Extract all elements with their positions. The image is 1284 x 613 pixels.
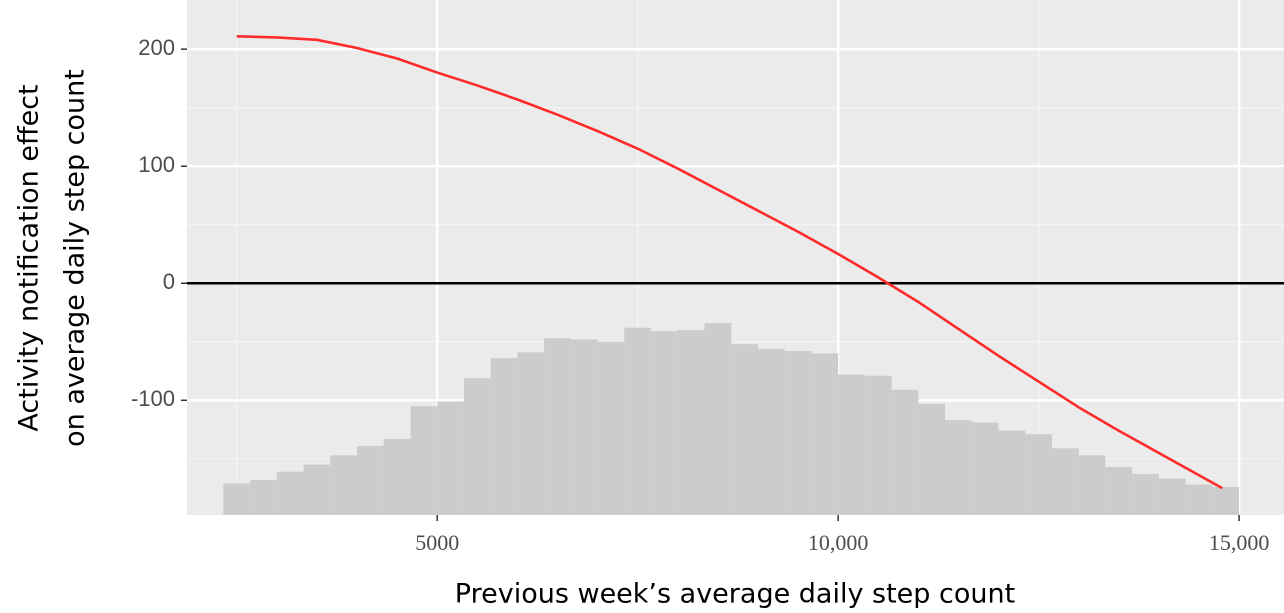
histogram-bar (330, 455, 358, 515)
histogram-bar (838, 374, 865, 515)
histogram-bar (1158, 478, 1186, 515)
histogram-bar (918, 403, 946, 515)
histogram-bar (1212, 486, 1240, 515)
histogram-bar (1185, 484, 1213, 515)
y-axis-label: on average daily step count (60, 69, 91, 447)
y-tick-label: 200 (138, 35, 175, 60)
y-tick-label: 0 (163, 269, 175, 294)
histogram-bar (624, 327, 652, 515)
histogram-bar (570, 339, 598, 515)
line-series (236, 34, 1223, 490)
histogram-bar (784, 351, 812, 515)
histogram-bar (757, 348, 785, 515)
histogram-bar (1078, 455, 1106, 515)
histogram-bar (1025, 434, 1053, 515)
x-axis-label: Previous week’s average daily step count (455, 579, 1015, 610)
x-tick-label: 10,000 (808, 530, 869, 555)
histogram-bar (517, 352, 545, 515)
histogram-bar (731, 344, 758, 515)
histogram-bar (303, 464, 331, 515)
histogram-bar (1132, 474, 1159, 515)
histogram-bar (1052, 448, 1079, 515)
histogram-bar (1105, 467, 1133, 515)
histogram-bar (250, 479, 277, 515)
histogram-bar (597, 341, 625, 515)
x-tick-label: 5000 (415, 530, 459, 555)
histogram-bar (811, 353, 839, 515)
histogram-bar (463, 378, 491, 515)
histogram-bar (544, 338, 571, 515)
y-tick-label: -100 (131, 386, 175, 411)
histogram-bar (864, 375, 892, 515)
histogram-bar (437, 401, 464, 515)
histogram-bar (971, 422, 999, 515)
histogram-bar (704, 323, 732, 515)
histogram-bar (651, 331, 678, 515)
histogram-bar (945, 420, 972, 515)
y-tick-label: 100 (138, 152, 175, 177)
histogram-bar (223, 483, 251, 515)
histogram-bar (410, 406, 438, 515)
x-tick-label: 15,000 (1209, 530, 1270, 555)
marks (187, 34, 1284, 515)
y-axis-label: Activity notification effect (14, 84, 45, 431)
histogram-bar (490, 358, 518, 515)
histogram-bar (357, 445, 384, 515)
histogram-bar (276, 471, 304, 515)
histogram-bar (998, 430, 1026, 515)
histogram-bar (383, 438, 411, 515)
histogram-bar (677, 330, 705, 515)
histogram-bar (891, 389, 919, 515)
